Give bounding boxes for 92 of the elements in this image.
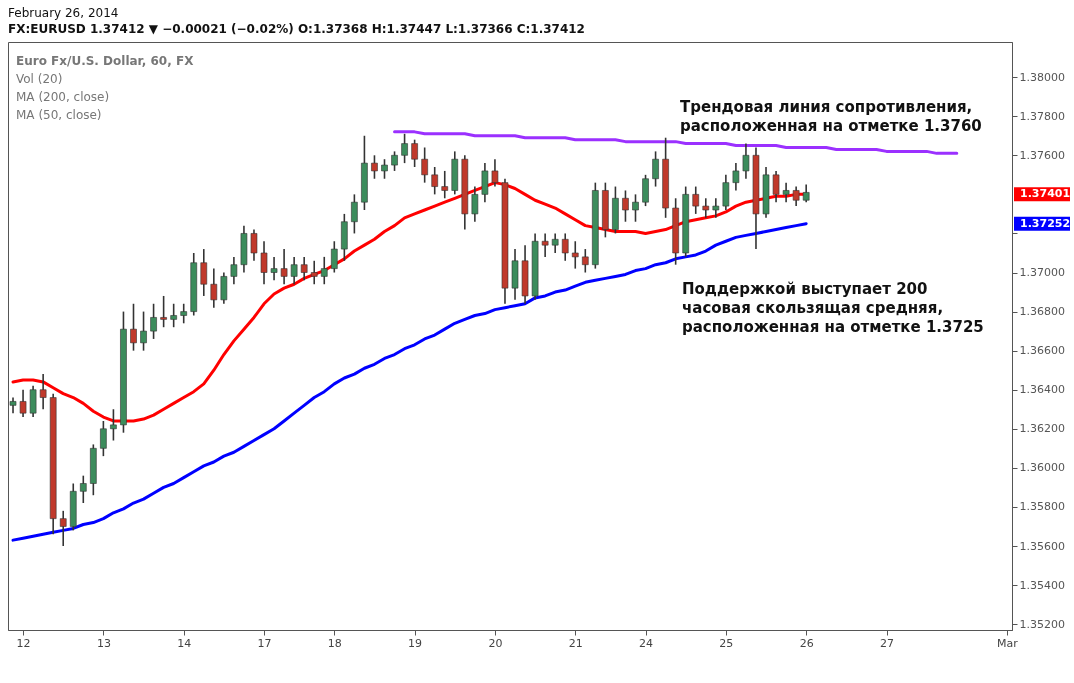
x-tick-label: 25 bbox=[719, 636, 734, 650]
candlestick bbox=[551, 232, 559, 254]
text: 1.37401 bbox=[1020, 187, 1071, 201]
candlestick bbox=[782, 181, 790, 203]
candlestick bbox=[391, 150, 398, 172]
y-tick-label: 1.36600 bbox=[1019, 344, 1065, 358]
y-tick-label: 1.35400 bbox=[1019, 578, 1065, 592]
candlestick bbox=[260, 240, 268, 286]
candlestick bbox=[792, 185, 800, 207]
y-tick-label: 1.36400 bbox=[1019, 383, 1065, 397]
candlestick bbox=[130, 302, 137, 352]
candlestick bbox=[210, 267, 218, 309]
candlestick bbox=[642, 174, 649, 207]
y-tick-label: 1.35600 bbox=[1019, 539, 1065, 553]
candlestick bbox=[300, 256, 308, 282]
candlestick bbox=[421, 146, 428, 184]
candlestick bbox=[571, 240, 579, 270]
candlestick bbox=[692, 185, 700, 215]
candlestick bbox=[230, 256, 238, 286]
candlestick bbox=[100, 420, 107, 457]
annotation: Euro Fx/U.S. Dollar, 60, FX bbox=[16, 54, 195, 68]
candlestick bbox=[331, 240, 338, 274]
candlestick bbox=[280, 248, 288, 286]
candlestick bbox=[140, 310, 147, 352]
candlestick bbox=[772, 170, 780, 203]
x-tick-label: 13 bbox=[96, 636, 111, 650]
candlestick bbox=[170, 302, 177, 329]
x-tick-label: 14 bbox=[177, 636, 192, 650]
x-tick-label: 18 bbox=[327, 636, 342, 650]
y-tick-label: 1.36200 bbox=[1019, 422, 1065, 436]
candlestick bbox=[180, 302, 187, 325]
candlestick bbox=[561, 232, 569, 262]
y-tick-label: 1.37000 bbox=[1019, 266, 1065, 280]
candlestick bbox=[722, 174, 730, 211]
candlestick bbox=[160, 295, 167, 329]
candlestick bbox=[431, 166, 438, 196]
y-tick-label: 1.36800 bbox=[1019, 305, 1065, 319]
y-tick-label: 1.35800 bbox=[1019, 500, 1065, 514]
candlestick bbox=[200, 248, 208, 297]
annotation: Трендовая линия сопротивления, расположенная на отметке 1.3760 bbox=[680, 98, 982, 135]
x-tick-label: 24 bbox=[639, 636, 654, 650]
candlestick bbox=[491, 158, 499, 188]
candlestick bbox=[371, 154, 378, 180]
candlestick bbox=[401, 133, 408, 164]
candlestick bbox=[541, 232, 549, 258]
candlestick bbox=[481, 162, 489, 203]
candlestick bbox=[220, 271, 228, 305]
candlestick bbox=[742, 142, 750, 180]
candlestick bbox=[39, 373, 47, 411]
candlestick bbox=[351, 193, 358, 235]
candlestick bbox=[19, 388, 27, 418]
candlestick bbox=[310, 259, 318, 286]
candlestick bbox=[80, 474, 87, 504]
candlestick bbox=[250, 228, 258, 262]
x-tick-label: 27 bbox=[880, 636, 894, 650]
annotation: MA (200, close) bbox=[16, 90, 110, 104]
x-tick-label: 20 bbox=[488, 636, 503, 650]
x-tick-label: 26 bbox=[799, 636, 814, 650]
y-tick-label: 1.36000 bbox=[1019, 461, 1065, 475]
candlestick bbox=[622, 189, 629, 223]
chart-title: February 26, 2014 bbox=[8, 6, 119, 20]
candlestick bbox=[632, 193, 639, 223]
y-tick-label: 1.38000 bbox=[1019, 70, 1065, 84]
candlestick bbox=[290, 256, 298, 286]
candlestick bbox=[150, 302, 157, 340]
candlestick bbox=[732, 162, 740, 192]
x-tick-label: Mar bbox=[997, 636, 1019, 650]
candlestick bbox=[320, 256, 328, 286]
x-tick-label: 19 bbox=[408, 636, 423, 650]
candlestick bbox=[652, 150, 659, 188]
candlestick bbox=[702, 197, 710, 219]
candlestick bbox=[582, 248, 589, 274]
candlestick bbox=[712, 197, 720, 219]
candlestick bbox=[110, 408, 117, 442]
candlestick bbox=[59, 510, 67, 547]
candlestick bbox=[441, 170, 449, 200]
chart-subtitle: FX:EURUSD 1.37412 ▼ −0.00021 (−0.02%) O:1.37368 H:1.37447 L:1.37366 C:1.37412 bbox=[8, 22, 585, 36]
y-tick-label: 1.37800 bbox=[1019, 109, 1065, 123]
annotation: Vol (20) bbox=[16, 72, 63, 86]
candlestick bbox=[29, 385, 37, 418]
candlestick bbox=[270, 256, 278, 282]
x-tick-label: 12 bbox=[16, 636, 31, 650]
x-tick-label: 21 bbox=[568, 636, 583, 650]
y-tick-label: 1.37600 bbox=[1019, 148, 1065, 162]
annotation: MA (50, close) bbox=[16, 108, 102, 122]
candlestick bbox=[411, 138, 418, 168]
candlestick bbox=[381, 158, 388, 180]
candlestick bbox=[471, 185, 479, 223]
text: 1.37252 bbox=[1020, 216, 1071, 230]
y-tick-label: 1.35200 bbox=[1019, 617, 1065, 631]
annotation: Поддержкой выступает 200 часовая скользящая средняя, расположенная на отметке 1.3725 bbox=[682, 280, 984, 336]
x-tick-label: 17 bbox=[257, 636, 272, 650]
